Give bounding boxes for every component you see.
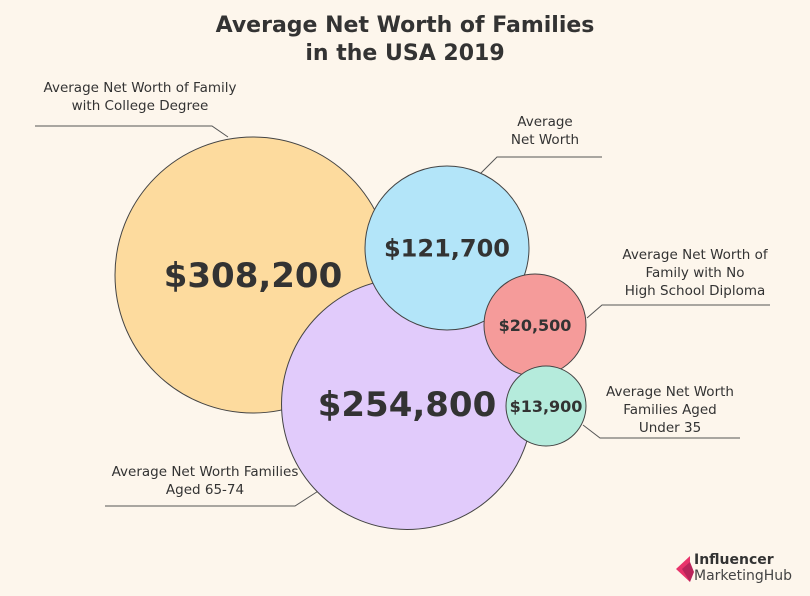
- leader-line: [479, 156, 602, 175]
- label-college: Average Net Worth of Family with College …: [43, 80, 237, 114]
- logo-text-1: Influencer: [694, 552, 774, 568]
- bubble-value-label: $13,900: [510, 397, 583, 416]
- bubble-value-label: $254,800: [318, 385, 497, 425]
- label-average: Average Net Worth: [510, 114, 580, 148]
- leader-line: [586, 304, 770, 319]
- bubble: [505, 365, 587, 447]
- label-no-diploma: Average Net Worth of Family with No High S…: [622, 247, 768, 299]
- leader-line: [35, 125, 229, 138]
- logo-text-2: MarketingHub: [694, 568, 793, 584]
- chart-title: Average Net Worth of Families in the USA…: [0, 12, 810, 68]
- leader-line: [105, 485, 327, 507]
- title-line-2: in the USA 2019: [305, 41, 505, 66]
- label-under-35: Average Net Worth Families Aged Under 35: [606, 384, 734, 436]
- logo-mark-icon: [676, 556, 694, 582]
- bubble-value-label: $121,700: [384, 235, 510, 263]
- leader-line: [582, 424, 740, 439]
- bubble-value-label: $308,200: [164, 256, 343, 296]
- bubble: [364, 165, 530, 331]
- bubble-value-label: $20,500: [499, 316, 572, 335]
- title-line-1: Average Net Worth of Families: [215, 13, 595, 38]
- label-aged-65-74: Average Net Worth Families Aged 65-74: [111, 464, 299, 498]
